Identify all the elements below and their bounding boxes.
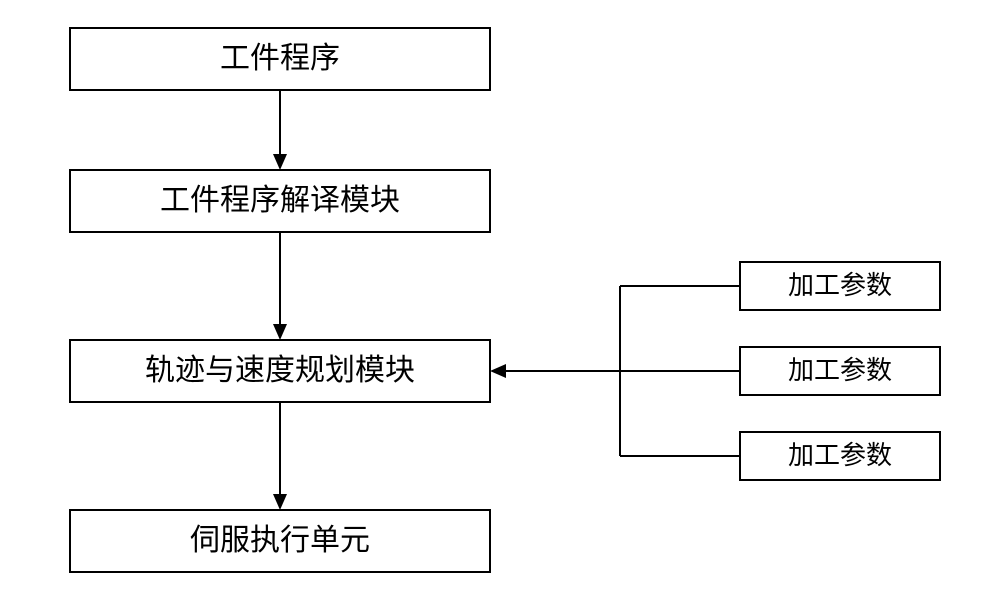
node-p1: 加工参数 xyxy=(740,262,940,310)
node-label-n3: 轨迹与速度规划模块 xyxy=(145,354,415,387)
node-p3: 加工参数 xyxy=(740,432,940,480)
node-label-n2: 工件程序解译模块 xyxy=(160,184,400,217)
node-label-p2: 加工参数 xyxy=(788,356,892,385)
node-n4: 伺服执行单元 xyxy=(70,510,490,572)
node-n1: 工件程序 xyxy=(70,28,490,90)
node-label-p1: 加工参数 xyxy=(788,271,892,300)
node-p2: 加工参数 xyxy=(740,347,940,395)
node-label-n4: 伺服执行单元 xyxy=(190,524,370,557)
node-n2: 工件程序解译模块 xyxy=(70,170,490,232)
node-label-p3: 加工参数 xyxy=(788,441,892,470)
node-label-n1: 工件程序 xyxy=(220,42,340,75)
node-n3: 轨迹与速度规划模块 xyxy=(70,340,490,402)
